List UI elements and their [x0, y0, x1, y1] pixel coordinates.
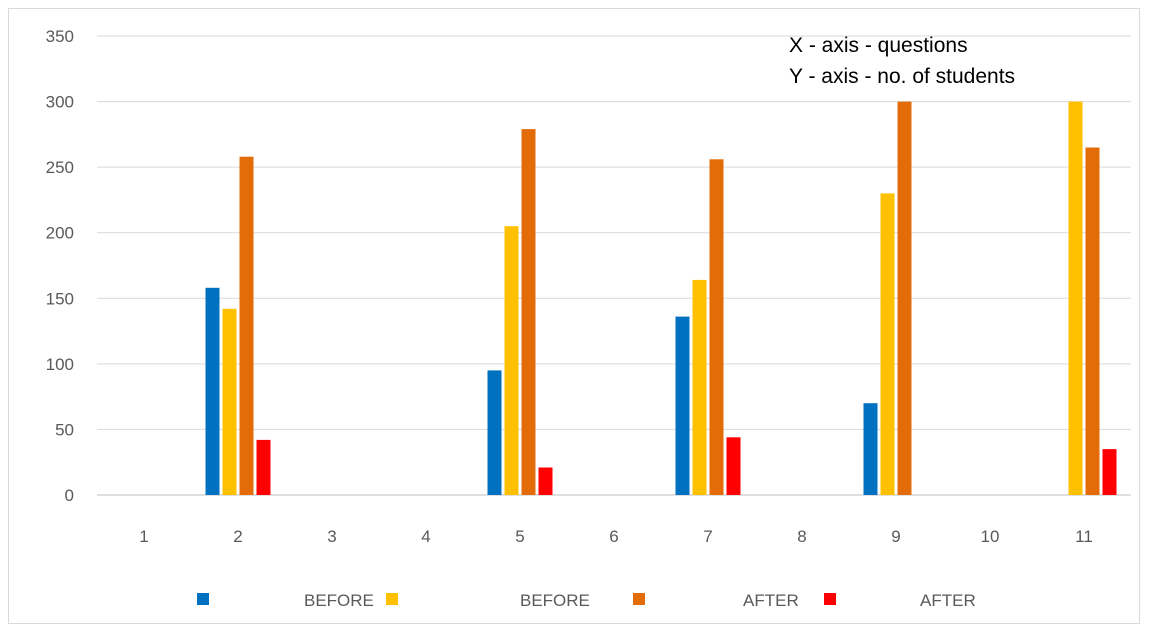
annotation-x-axis: X - axis - questions	[789, 34, 968, 57]
y-tick-label: 350	[46, 27, 74, 46]
bar-series-3-q9	[897, 101, 912, 495]
legend-label-before-1: BEFORE	[304, 591, 374, 610]
x-tick-label: 6	[609, 527, 618, 546]
bar-series-4-q5	[538, 467, 553, 495]
x-tick-label: 11	[1075, 527, 1093, 546]
y-tick-label: 50	[55, 420, 74, 439]
annotation-y-axis: Y - axis - no. of students	[789, 65, 1015, 88]
bar-series-3-q7	[709, 159, 724, 496]
legend-label-before-2: BEFORE	[520, 591, 590, 610]
bar-series-1-q5	[487, 370, 502, 495]
legend-swatch-orange	[633, 593, 645, 605]
x-tick-label: 2	[233, 527, 242, 546]
chart-frame	[8, 8, 1140, 624]
legend-swatch-blue	[197, 593, 209, 605]
y-tick-label: 200	[46, 224, 74, 243]
bar-series-3-q2	[239, 156, 254, 495]
axis-annotations: X - axis - questions Y - axis - no. of s…	[789, 34, 1015, 88]
y-tick-label: 300	[46, 93, 74, 112]
y-tick-label: 0	[65, 486, 74, 505]
bar-series-2-q11	[1068, 101, 1083, 495]
x-tick-label: 1	[139, 527, 148, 546]
bar-series-4-q7	[726, 437, 741, 495]
y-tick-label: 150	[46, 289, 74, 308]
bar-series-2-q7	[692, 279, 707, 495]
legend-swatch-red	[824, 593, 836, 605]
bar-series-2-q5	[504, 226, 519, 495]
x-tick-label: 9	[891, 527, 900, 546]
legend-swatch-yellow	[386, 593, 398, 605]
x-tick-label: 7	[703, 527, 712, 546]
bars	[205, 101, 1117, 496]
bar-series-1-q2	[205, 287, 220, 495]
legend-label-after-2: AFTER	[920, 591, 976, 610]
x-tick-label: 3	[327, 527, 336, 546]
x-tick-label: 8	[797, 527, 806, 546]
bar-series-4-q2	[256, 439, 271, 495]
bar-series-4-q11	[1102, 449, 1117, 495]
bar-series-3-q5	[521, 129, 536, 495]
bar-series-2-q2	[222, 308, 237, 495]
bar-series-2-q9	[880, 193, 895, 495]
y-tick-label: 250	[46, 158, 74, 177]
x-tick-label: 5	[515, 527, 524, 546]
legend: BEFORE BEFORE AFTER AFTER	[197, 591, 976, 610]
x-axis-ticks: 1 2 3 4 5 6 7 8 9 10 11	[139, 527, 1093, 546]
bar-series-1-q9	[863, 403, 878, 495]
x-tick-label: 10	[981, 527, 1000, 546]
y-axis-ticks: 0 50 100 150 200 250 300 350	[46, 27, 74, 505]
y-tick-label: 100	[46, 355, 74, 374]
bar-series-1-q7	[675, 316, 690, 495]
bar-series-3-q11	[1085, 147, 1100, 495]
x-tick-label: 4	[421, 527, 430, 546]
legend-label-after-1: AFTER	[743, 591, 799, 610]
